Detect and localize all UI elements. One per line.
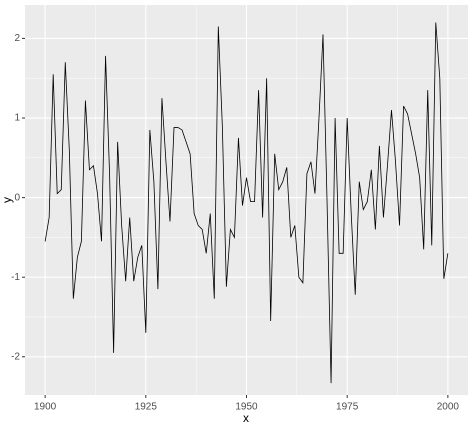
y-tick-label: -2 xyxy=(11,351,20,362)
x-axis-title: x xyxy=(243,411,249,425)
y-tick-label: 1 xyxy=(14,113,20,124)
y-tick-label: 0 xyxy=(14,192,20,203)
y-axis-title: y xyxy=(0,197,14,203)
line xyxy=(44,22,449,384)
x-tick-label: 1950 xyxy=(235,402,258,413)
x-tick-label: 1925 xyxy=(135,402,158,413)
x-tick-label: 1900 xyxy=(34,402,57,413)
x-tick-label: 1975 xyxy=(336,402,359,413)
y-tick-label: 2 xyxy=(14,33,20,44)
y-tick-label: -1 xyxy=(11,272,20,283)
x-tick-label: 2000 xyxy=(437,402,460,413)
